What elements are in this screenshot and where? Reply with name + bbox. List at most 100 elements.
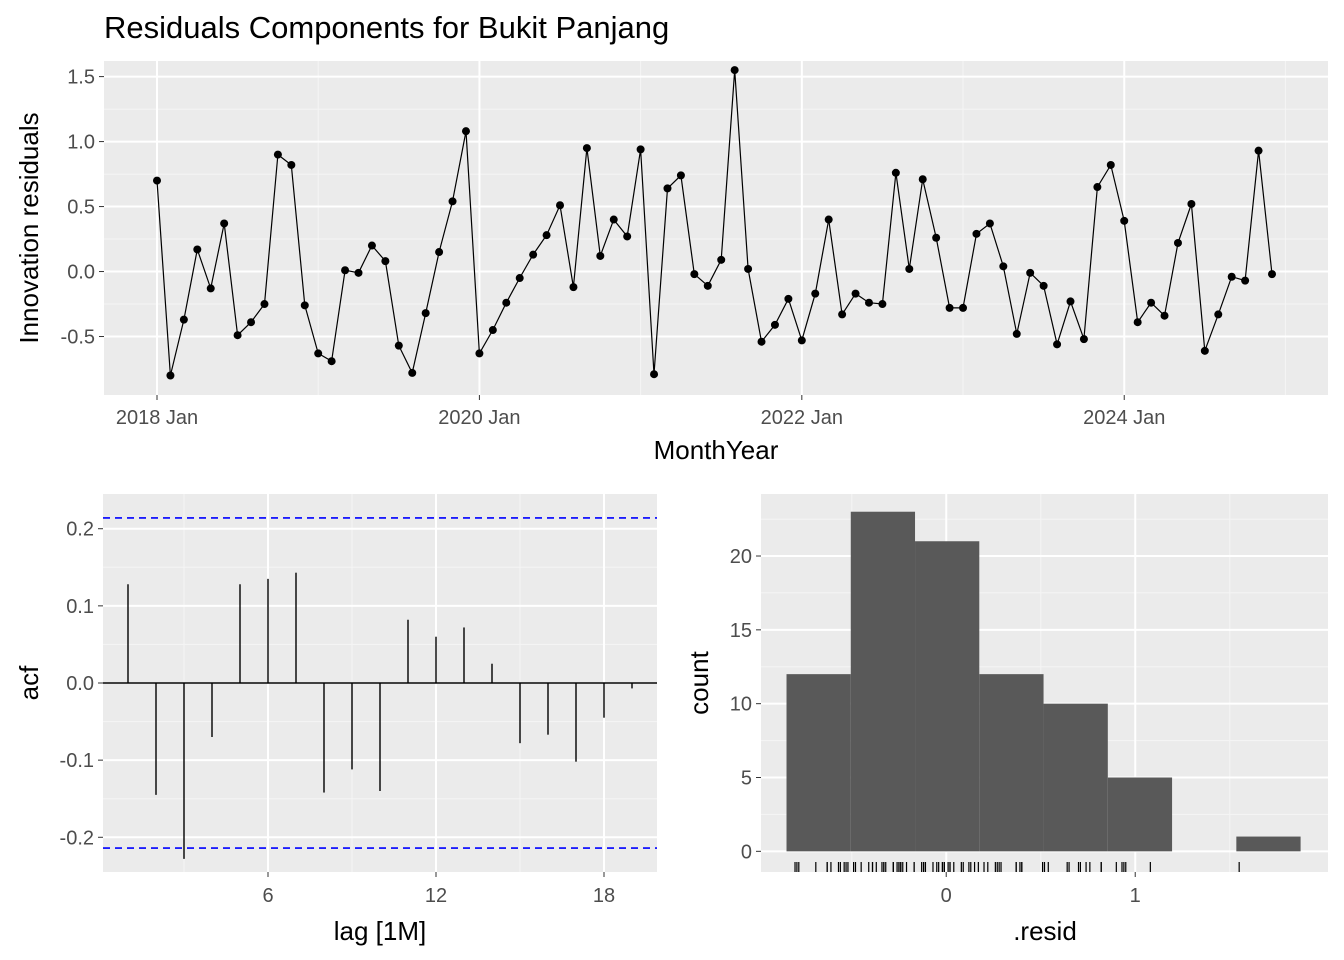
hist-bar — [979, 674, 1044, 852]
ts-residual-point — [1173, 238, 1182, 247]
ts-residual-point — [367, 241, 376, 250]
ts-residual-point — [878, 300, 887, 309]
ts-residual-point — [999, 262, 1008, 271]
hist-x-axis-title: .resid — [1013, 916, 1077, 946]
ts-residual-point — [838, 310, 847, 319]
acf-x-tick-label: 6 — [262, 885, 273, 907]
ts-residual-point — [1106, 160, 1115, 169]
acf-x-tick-label: 18 — [593, 885, 615, 907]
ts-y-tick-label: 1.5 — [67, 67, 95, 89]
acf-y-axis-title: acf — [14, 665, 44, 700]
ts-residual-point — [475, 349, 484, 358]
ts-residual-point — [1026, 268, 1035, 277]
ts-residual-point — [1160, 311, 1169, 320]
ts-residual-point — [1214, 310, 1223, 319]
ts-residual-point — [1241, 276, 1250, 285]
ts-residual-point — [166, 371, 175, 380]
ts-residual-point — [488, 326, 497, 335]
ts-residual-point — [556, 201, 565, 210]
ts-residual-point — [1053, 340, 1062, 349]
ts-residual-point — [770, 320, 779, 329]
ts-residual-point — [421, 309, 430, 318]
ts-residual-point — [1133, 318, 1142, 327]
hist-bar — [850, 511, 916, 852]
ts-residual-point — [233, 331, 242, 340]
acf-y-tick-label: 0.1 — [66, 596, 94, 618]
hist-bar — [786, 674, 851, 852]
ts-residual-point — [327, 357, 336, 366]
ts-residual-point — [542, 231, 551, 240]
ts-x-tick-label: 2018 Jan — [116, 407, 198, 429]
ts-residual-point — [1039, 281, 1048, 290]
ts-residual-point — [354, 268, 363, 277]
ts-y-tick-label: -0.5 — [61, 327, 95, 349]
ts-residual-point — [1147, 298, 1156, 307]
ts-y-tick-label: 0.5 — [67, 197, 95, 219]
ts-x-tick-label: 2022 Jan — [761, 407, 843, 429]
hist-y-axis-title: count — [684, 650, 714, 714]
ts-residual-point — [314, 349, 323, 358]
ts-residual-point — [461, 127, 470, 136]
ts-residual-point — [1254, 146, 1263, 155]
ts-residual-point — [515, 274, 524, 283]
acf-y-tick-label: 0.0 — [66, 673, 94, 695]
ts-residual-point — [636, 145, 645, 154]
ts-y-tick-label: 1.0 — [67, 132, 95, 154]
ts-residual-point — [905, 264, 914, 273]
ts-residual-point — [663, 184, 672, 193]
hist-y-tick-label: 0 — [741, 841, 752, 863]
ts-residual-point — [220, 219, 229, 228]
hist-x-tick-label: 1 — [1130, 885, 1141, 907]
acf-x-axis-title: lag [1M] — [334, 916, 427, 946]
ts-residual-point — [717, 255, 726, 264]
hist-bar — [1107, 777, 1173, 852]
chart-title: Residuals Components for Bukit Panjang — [104, 10, 670, 45]
ts-residual-point — [582, 144, 591, 153]
hist-y-tick-label: 5 — [741, 768, 752, 790]
ts-residual-point — [300, 301, 309, 310]
ts-residual-point — [1093, 183, 1102, 192]
ts-residual-point — [529, 250, 538, 259]
acf-y-tick-label: -0.1 — [60, 750, 94, 772]
ts-y-axis-title: Innovation residuals — [14, 112, 44, 343]
ts-residual-point — [435, 248, 444, 257]
ts-residual-point — [623, 232, 632, 241]
ts-residual-point — [972, 229, 981, 238]
hist-y-tick-label: 20 — [730, 546, 752, 568]
ts-residual-point — [179, 315, 188, 324]
ts-residual-point — [153, 176, 161, 185]
ts-residual-point — [784, 294, 793, 303]
ts-residual-point — [1268, 270, 1276, 279]
ts-residual-point — [448, 197, 457, 206]
ts-residual-point — [797, 336, 806, 345]
ts-residual-point — [609, 215, 618, 224]
ts-residual-point — [703, 281, 712, 290]
ts-residual-point — [341, 266, 350, 275]
ts-residual-point — [1200, 346, 1209, 355]
hist-y-tick-label: 15 — [730, 620, 752, 642]
ts-residual-point — [932, 233, 941, 242]
ts-residual-point — [676, 171, 685, 180]
ts-residual-point — [945, 303, 954, 312]
ts-residual-point — [596, 251, 605, 260]
hist-bar — [915, 541, 980, 852]
ts-residual-point — [730, 66, 739, 75]
ts-residual-point — [985, 219, 994, 228]
ts-residual-point — [744, 264, 753, 273]
ts-residual-point — [891, 168, 900, 177]
ts-residual-point — [260, 300, 269, 309]
ts-y-tick-label: 0.0 — [67, 262, 95, 284]
ts-residual-point — [247, 318, 256, 327]
ts-residual-point — [959, 303, 968, 312]
ts-residual-point — [864, 298, 873, 307]
ts-residual-point — [381, 257, 390, 266]
ts-x-tick-label: 2024 Jan — [1083, 407, 1165, 429]
ts-residual-point — [193, 245, 202, 254]
ts-residual-point — [502, 298, 511, 307]
hist-bar — [1236, 836, 1301, 852]
hist-bar — [1043, 703, 1108, 852]
ts-residual-point — [1120, 216, 1129, 225]
ts-residual-point — [918, 175, 927, 184]
ts-x-tick-label: 2020 Jan — [438, 407, 520, 429]
